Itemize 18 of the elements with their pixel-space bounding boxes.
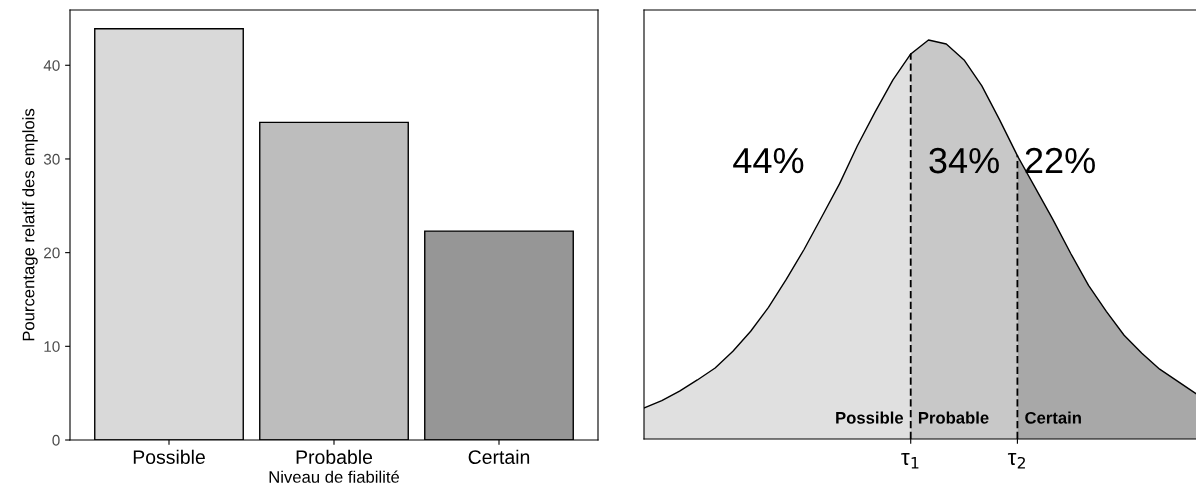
y-tick-label: 20 bbox=[44, 247, 60, 259]
y-tick-label: 10 bbox=[44, 341, 60, 352]
series-label: Probable bbox=[918, 411, 989, 424]
annotation: 44% bbox=[733, 147, 804, 174]
x-axis-title: Niveau de fiabilité bbox=[269, 470, 400, 483]
series-label: Possible bbox=[836, 411, 904, 424]
x-tick-label: Certain bbox=[468, 449, 530, 464]
y-tick-label: 40 bbox=[43, 60, 60, 71]
y-axis-title: Pourcentage relatif des emplois bbox=[22, 108, 38, 341]
series-label: Certain bbox=[1025, 411, 1081, 424]
x-tick-label: Possible bbox=[133, 449, 205, 464]
x-tick-label: τ$_{1}$ bbox=[901, 453, 919, 469]
annotation: 22% bbox=[1025, 147, 1095, 174]
y-tick-label: 0 bbox=[52, 434, 60, 446]
y-tick-label: 30 bbox=[43, 153, 60, 165]
annotation: 34% bbox=[929, 147, 999, 174]
x-tick-label: τ$_{2}$ bbox=[1007, 453, 1025, 469]
x-tick-label: Probable bbox=[296, 449, 373, 464]
